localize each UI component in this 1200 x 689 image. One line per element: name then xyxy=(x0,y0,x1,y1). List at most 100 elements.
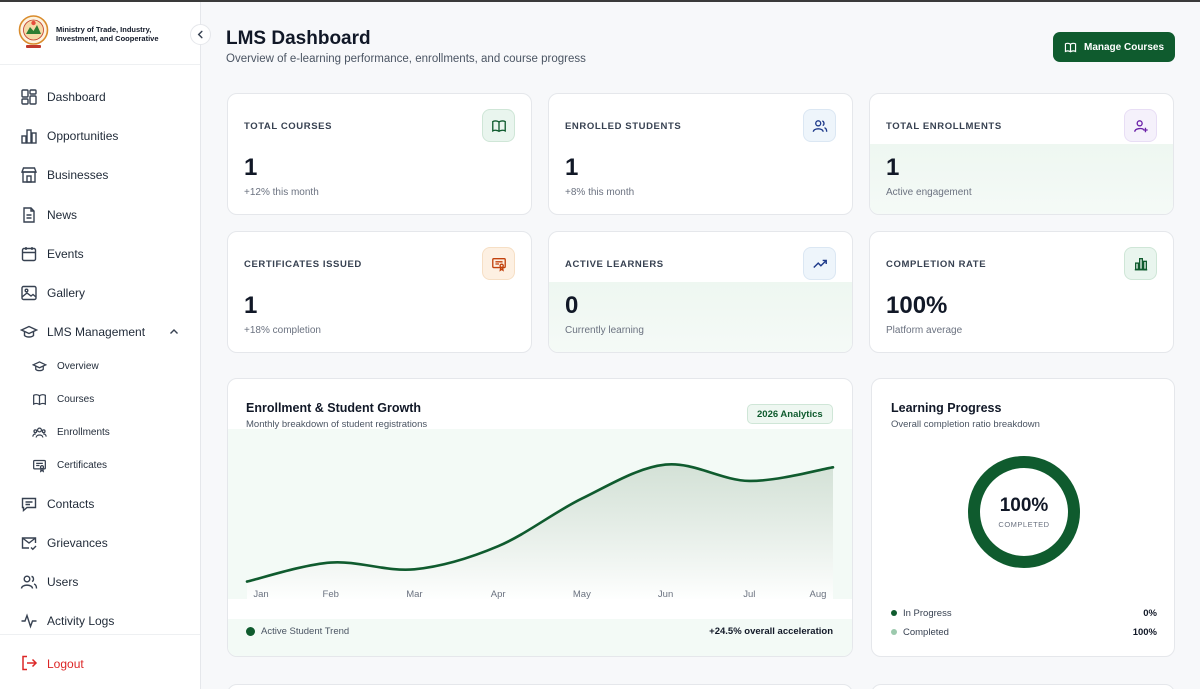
next-section-card xyxy=(227,684,853,689)
progress-row-in-progress: In Progress 0% xyxy=(891,606,1157,620)
acceleration-stat: +24.5% overall acceleration xyxy=(709,626,833,637)
donut-completed-arc xyxy=(968,456,1080,568)
enrollment-chart: Jan Feb Mar Apr May Jun Jul Aug xyxy=(228,463,852,619)
progress-row-label: In Progress xyxy=(903,607,952,619)
stat-value: 1 xyxy=(886,154,900,181)
stat-note: Currently learning xyxy=(565,325,644,336)
trending-up-icon xyxy=(803,247,836,280)
stat-note: Active engagement xyxy=(886,187,972,198)
brand-name: Ministry of Trade, Industry, Investment,… xyxy=(56,25,166,43)
stat-card-total-courses: TOTAL COURSES 1 +12% this month xyxy=(227,93,532,215)
document-icon xyxy=(23,207,35,223)
stat-label: TOTAL COURSES xyxy=(244,121,333,132)
card-tint xyxy=(549,282,852,352)
legend-dot xyxy=(891,610,897,616)
stat-card-total-enrollments: TOTAL ENROLLMENTS 1 Active engagement xyxy=(869,93,1174,215)
x-tick-label: Apr xyxy=(491,589,506,600)
users-icon xyxy=(32,427,47,438)
stat-label: CERTIFICATES ISSUED xyxy=(244,259,362,270)
mail-check-icon xyxy=(21,537,37,551)
sidebar-item-news[interactable]: News xyxy=(0,197,200,233)
legend-dot xyxy=(891,629,897,635)
sidebar-item-events[interactable]: Events xyxy=(0,236,200,272)
brand-name-line1: Ministry of Trade, Industry, xyxy=(56,25,152,34)
chevron-left-icon xyxy=(197,30,203,39)
sidebar-subitem-certificates[interactable]: Certificates xyxy=(0,452,200,480)
completion-donut xyxy=(968,456,1080,568)
x-tick-label: Jun xyxy=(658,589,673,600)
sidebar-item-users[interactable]: Users xyxy=(0,564,200,600)
sidebar-item-label: Users xyxy=(47,575,79,589)
sidebar-subitem-label: Courses xyxy=(57,394,95,405)
sidebar-item-gallery[interactable]: Gallery xyxy=(0,275,200,311)
stat-value: 0 xyxy=(565,292,579,319)
sidebar-subitem-label: Enrollments xyxy=(57,427,110,438)
x-tick-label: Jan xyxy=(253,589,268,600)
stat-note: +12% this month xyxy=(244,187,319,198)
sidebar-subitem-label: Overview xyxy=(57,361,99,372)
sidebar-item-label: News xyxy=(47,208,78,222)
legend-dot xyxy=(246,627,255,636)
image-icon xyxy=(21,285,37,301)
users-icon xyxy=(20,575,38,589)
book-icon xyxy=(1064,42,1077,53)
sidebar-item-businesses[interactable]: Businesses xyxy=(0,157,200,193)
sidebar-item-label: Businesses xyxy=(47,168,109,182)
sidebar-subitem-label: Certificates xyxy=(57,460,108,471)
stat-label: COMPLETION RATE xyxy=(886,259,987,270)
progress-title: Learning Progress xyxy=(891,401,1002,415)
activity-icon xyxy=(21,613,37,629)
calendar-icon xyxy=(21,247,37,262)
sidebar-item-contacts[interactable]: Contacts xyxy=(0,486,200,522)
stat-value: 1 xyxy=(244,154,258,181)
sidebar-item-grievances[interactable]: Grievances xyxy=(0,525,200,561)
sidebar-collapse-button[interactable] xyxy=(190,24,211,45)
logout-label: Logout xyxy=(47,657,84,671)
x-tick-label: Jul xyxy=(743,589,755,600)
sidebar-item-opportunities[interactable]: Opportunities xyxy=(0,118,200,154)
chart-legend: Active Student Trend xyxy=(246,626,349,637)
stat-note: +18% completion xyxy=(244,325,321,336)
sidebar-item-label: Opportunities xyxy=(47,129,119,143)
sidebar-item-label: LMS Management xyxy=(47,325,146,339)
storefront-icon xyxy=(20,167,38,183)
next-section-card xyxy=(871,684,1175,689)
progress-row-completed: Completed 100% xyxy=(891,625,1157,639)
stat-value: 1 xyxy=(565,154,579,181)
manage-courses-button[interactable]: Manage Courses xyxy=(1053,32,1175,62)
sidebar-item-activity-logs[interactable]: Activity Logs xyxy=(0,603,200,639)
sidebar-subitem-courses[interactable]: Courses xyxy=(0,386,200,414)
x-axis-band xyxy=(228,599,852,619)
sidebar: Ministry of Trade, Industry, Investment,… xyxy=(0,2,211,689)
sidebar-item-label: Grievances xyxy=(47,536,108,550)
book-icon xyxy=(33,394,46,406)
sidebar-item-label: Gallery xyxy=(47,286,86,300)
stat-card-certificates-issued: CERTIFICATES ISSUED 1 +18% completion xyxy=(227,231,532,353)
card-tint xyxy=(870,144,1173,214)
chart-bars-icon xyxy=(21,129,37,144)
stat-card-active-learners: ACTIVE LEARNERS 0 Currently learning xyxy=(548,231,853,353)
graduation-cap-icon xyxy=(32,361,47,372)
sidebar-subitem-overview[interactable]: Overview xyxy=(0,353,200,381)
brand-name-line2: Investment, and Cooperative xyxy=(56,34,159,43)
stat-label: ACTIVE LEARNERS xyxy=(565,259,664,270)
sidebar-item-label: Activity Logs xyxy=(47,614,115,628)
legend-label: Active Student Trend xyxy=(261,626,350,637)
progress-subtitle: Overall completion ratio breakdown xyxy=(891,419,1040,430)
sidebar-item-dashboard[interactable]: Dashboard xyxy=(0,79,200,115)
stat-value: 100% xyxy=(886,292,948,319)
logout-button[interactable]: Logout xyxy=(0,634,200,689)
manage-courses-label: Manage Courses xyxy=(1083,41,1165,53)
sidebar-item-label: Contacts xyxy=(47,497,95,511)
page-subtitle: Overview of e-learning performance, enro… xyxy=(226,53,586,65)
sidebar-item-lms-management[interactable]: LMS Management xyxy=(0,314,200,350)
series-area-active-student-trend xyxy=(247,464,833,599)
window-top-border xyxy=(0,0,1200,2)
x-tick-label: Mar xyxy=(406,589,422,600)
users-icon xyxy=(803,109,836,142)
donut-center-label: COMPLETED xyxy=(998,520,1050,529)
donut-center-value: 100% xyxy=(999,495,1049,516)
sidebar-subitem-enrollments[interactable]: Enrollments xyxy=(0,419,200,447)
x-tick-label: Feb xyxy=(323,589,339,600)
stat-label: TOTAL ENROLLMENTS xyxy=(886,121,1002,132)
